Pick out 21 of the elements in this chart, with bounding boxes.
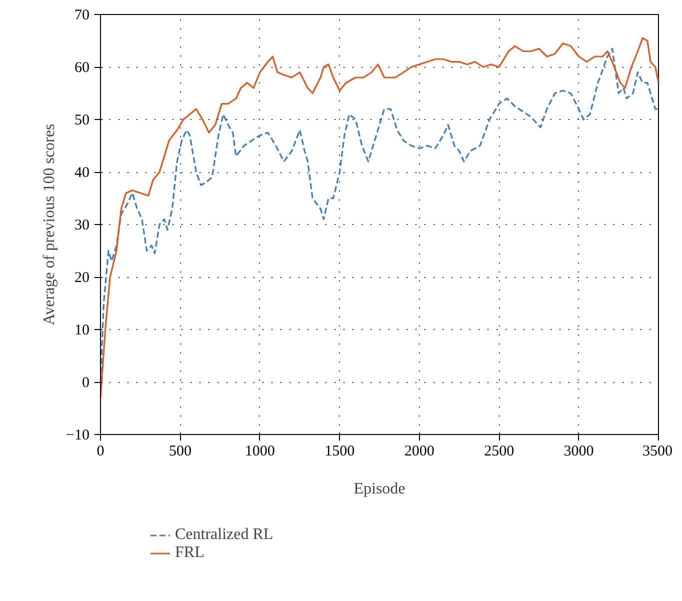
- legend-label: Centralized RL: [175, 526, 274, 544]
- legend-label: FRL: [175, 544, 204, 562]
- y-tick-label: 70: [74, 8, 90, 24]
- x-tick-label: 3500: [642, 444, 672, 460]
- x-tick-label: 1500: [324, 444, 355, 460]
- x-tick-label: 1000: [244, 444, 275, 460]
- y-tick-label: 60: [74, 60, 90, 76]
- x-tick-label: 500: [168, 444, 192, 460]
- y-tick-label: 10: [74, 322, 90, 338]
- y-tick-label: 50: [74, 112, 90, 128]
- y-tick-label: 30: [74, 218, 90, 234]
- x-axis-title: Episode: [354, 480, 406, 498]
- y-tick-label: 40: [74, 165, 90, 181]
- x-tick-label: 3000: [564, 444, 594, 460]
- y-tick-label: 0: [82, 375, 90, 391]
- y-tick-label: −10: [66, 428, 90, 444]
- x-tick-label: 0: [96, 444, 104, 460]
- x-tick-label: 2500: [484, 444, 514, 460]
- x-tick-label: 2000: [404, 444, 434, 460]
- y-axis-title: Average of previous 100 scores: [41, 124, 58, 326]
- y-tick-label: 20: [74, 270, 90, 286]
